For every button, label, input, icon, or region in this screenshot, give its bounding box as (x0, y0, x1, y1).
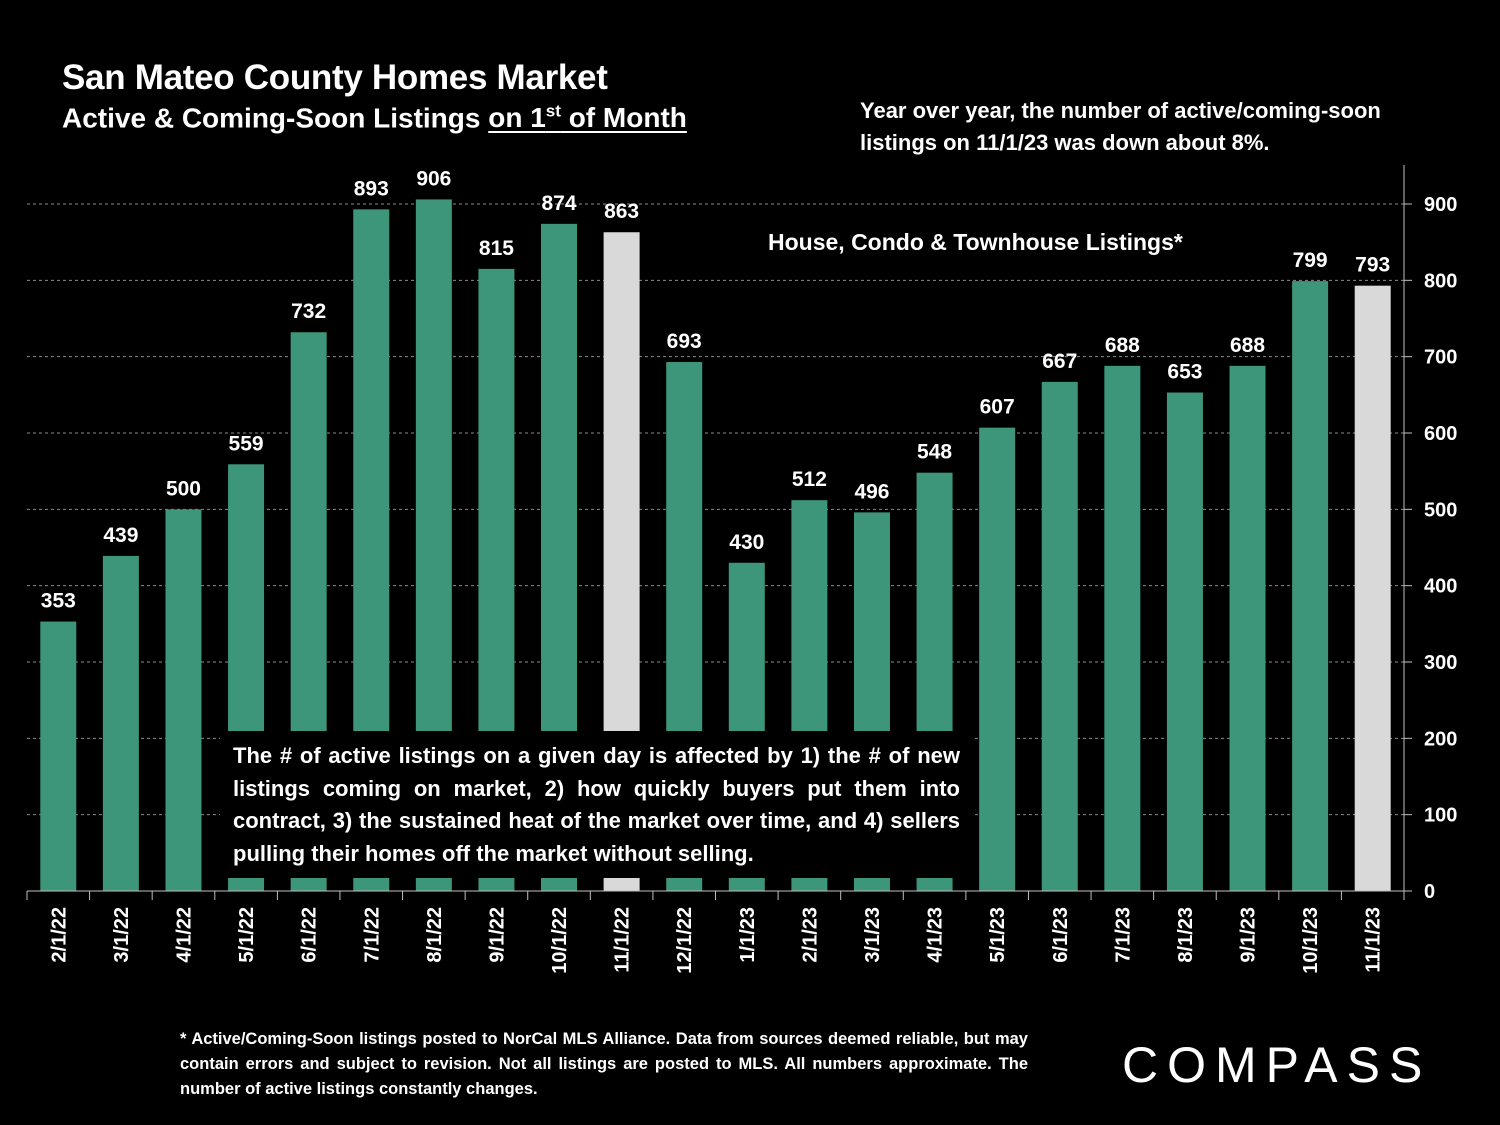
y-tick-label: 400 (1424, 576, 1457, 598)
category-label: 11/1/22 (612, 907, 634, 973)
category-label: 6/1/22 (299, 907, 321, 963)
explanation-box: The # of active listings on a given day … (220, 731, 972, 878)
category-label: 11/1/23 (1363, 907, 1385, 973)
bar-labels: 353 439 500 559 732 893 906 815 874 863 693 430 512 4… (41, 167, 1390, 612)
category-label: 5/1/22 (236, 907, 258, 963)
bar (1229, 365, 1266, 891)
bar (165, 509, 202, 891)
data-label: 793 (1355, 254, 1390, 277)
bar (979, 427, 1016, 891)
data-label: 874 (541, 192, 576, 215)
category-label: 2/1/23 (799, 907, 821, 963)
category-label: 10/1/23 (1300, 907, 1322, 974)
data-label: 693 (667, 330, 702, 353)
data-label: 430 (729, 531, 764, 554)
bar (1166, 392, 1203, 891)
category-label: 2/1/22 (48, 907, 70, 963)
chart-title: San Mateo County Homes Market (62, 58, 608, 97)
data-label: 799 (1293, 249, 1328, 272)
data-label: 496 (854, 480, 889, 503)
bar (102, 555, 139, 891)
category-label: 7/1/22 (361, 907, 383, 963)
bar (1104, 365, 1141, 891)
axes (26, 165, 1412, 900)
category-label: 7/1/23 (1112, 907, 1134, 963)
data-label: 439 (103, 524, 138, 547)
bar (40, 621, 77, 891)
category-label: 9/1/22 (486, 907, 508, 963)
subtitle-prefix: Active & Coming-Soon Listings (62, 102, 489, 134)
category-label: 10/1/22 (549, 907, 571, 974)
category-label: 3/1/22 (111, 907, 133, 963)
yoy-note: Year over year, the number of active/com… (860, 98, 1381, 155)
data-label: 893 (354, 177, 389, 200)
category-label: 4/1/23 (925, 907, 947, 963)
bar (1292, 281, 1329, 891)
category-label: 1/1/23 (737, 907, 759, 963)
bar (1354, 285, 1391, 892)
y-tick-label: 300 (1424, 652, 1457, 674)
category-label: 5/1/23 (987, 907, 1009, 963)
data-label: 688 (1105, 334, 1140, 357)
data-label: 653 (1167, 361, 1202, 384)
data-label: 353 (41, 590, 76, 613)
data-label: 667 (1042, 350, 1077, 373)
data-label: 732 (291, 300, 326, 323)
y-tick-label: 200 (1424, 728, 1457, 750)
category-label: 8/1/23 (1175, 907, 1197, 963)
footnote: * Active/Coming-Soon listings posted to … (180, 1030, 1028, 1098)
subtitle-superscript: st (545, 102, 561, 121)
subtitle-suffix: of Month (560, 102, 687, 134)
data-label: 815 (479, 237, 514, 260)
y-tick-label: 100 (1424, 805, 1457, 827)
y-tick-label: 800 (1424, 270, 1457, 292)
category-label: 4/1/22 (173, 907, 195, 963)
y-tick-label: 500 (1424, 499, 1457, 521)
y-tick-label: 700 (1424, 347, 1457, 369)
data-label: 500 (166, 477, 201, 500)
data-label: 688 (1230, 334, 1265, 357)
data-label: 548 (917, 441, 952, 464)
y-tick-label: 600 (1424, 423, 1457, 445)
category-label: 12/1/22 (674, 907, 696, 974)
data-label: 863 (604, 200, 639, 223)
category-label: 6/1/23 (1050, 907, 1072, 963)
category-label: 9/1/23 (1238, 907, 1260, 963)
bar (1041, 381, 1078, 891)
y-tick-labels: 0 100 200 300 400 500 600 700 800 900 (1424, 194, 1457, 903)
subtitle-underlined: on 1st of Month (488, 102, 687, 133)
y-tick-label: 0 (1424, 881, 1435, 903)
y-tick-label: 900 (1424, 194, 1457, 216)
data-label: 607 (980, 396, 1015, 419)
chart-subtitle: Active & Coming-Soon Listings on 1st of … (62, 102, 687, 134)
data-label: 906 (416, 167, 451, 190)
compass-logo: COMPASS (1122, 1037, 1432, 1093)
x-category-labels: 2/1/22 3/1/22 4/1/22 5/1/22 6/1/22 7/1/22 8/1/… (48, 907, 1384, 974)
series-label: House, Condo & Townhouse Listings* (768, 229, 1183, 255)
subtitle-underlined-text: on 1 (488, 102, 546, 134)
category-label: 8/1/22 (424, 907, 446, 963)
category-label: 3/1/23 (862, 907, 884, 963)
data-label: 559 (229, 432, 264, 455)
data-label: 512 (792, 468, 827, 491)
